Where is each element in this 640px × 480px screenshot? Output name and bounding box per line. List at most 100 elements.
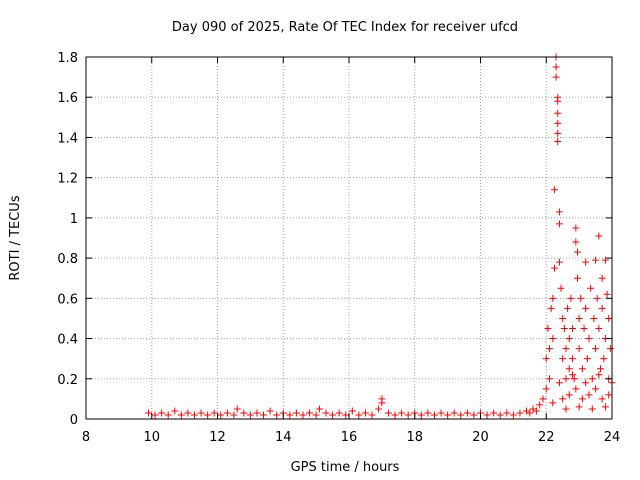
data-point xyxy=(197,409,205,417)
data-point xyxy=(565,335,573,343)
data-point xyxy=(549,399,557,407)
data-point xyxy=(342,411,350,419)
data-point xyxy=(601,403,609,411)
data-point xyxy=(546,345,554,353)
y-tick-label: 0.2 xyxy=(57,373,78,388)
data-point xyxy=(550,264,558,272)
data-point xyxy=(536,401,544,409)
data-point xyxy=(565,365,573,373)
x-tick-label: 12 xyxy=(209,430,226,445)
data-point xyxy=(582,304,590,312)
data-point xyxy=(542,385,550,393)
data-point xyxy=(273,411,281,419)
x-axis-label: GPS time / hours xyxy=(291,460,400,475)
data-point xyxy=(578,395,586,403)
data-point xyxy=(355,411,363,419)
data-point xyxy=(592,345,600,353)
data-point xyxy=(573,248,581,256)
data-point xyxy=(516,409,524,417)
data-point xyxy=(562,345,570,353)
data-point xyxy=(503,409,511,417)
y-tick-label: 1.8 xyxy=(57,51,78,66)
ticks-layer: 8 10 12 14 16 18 20 22 24 0 0.2 0.4 0.6 0.8 1 1.2 1.4 1.6… xyxy=(57,51,620,445)
data-point xyxy=(572,385,580,393)
data-point xyxy=(539,395,547,403)
data-point xyxy=(605,391,613,399)
data-point xyxy=(532,407,540,415)
data-point xyxy=(601,256,609,264)
data-point xyxy=(547,304,555,312)
data-point xyxy=(509,411,517,419)
x-tick-label: 24 xyxy=(604,430,621,445)
data-point xyxy=(496,411,504,419)
y-axis-label: ROTI / TECUs xyxy=(8,195,23,280)
data-point xyxy=(299,411,307,419)
data-point xyxy=(177,411,185,419)
data-point xyxy=(570,375,578,383)
data-point xyxy=(598,274,606,282)
data-point xyxy=(569,371,577,379)
data-point xyxy=(569,355,577,363)
data-point xyxy=(559,355,567,363)
data-point xyxy=(562,405,570,413)
data-point xyxy=(567,294,575,302)
data-point xyxy=(588,405,596,413)
data-point xyxy=(424,409,432,417)
data-point xyxy=(554,109,562,117)
data-point xyxy=(598,395,606,403)
data-point xyxy=(580,325,588,332)
data-point xyxy=(557,284,565,292)
data-point xyxy=(555,208,563,216)
data-point xyxy=(144,409,152,417)
data-point xyxy=(233,405,241,413)
data-point xyxy=(391,411,399,419)
data-point xyxy=(260,411,268,419)
data-point xyxy=(223,409,231,417)
data-point xyxy=(592,256,600,264)
data-point xyxy=(588,375,596,383)
data-point xyxy=(266,407,274,415)
data-point xyxy=(378,399,386,407)
data-point xyxy=(573,274,581,282)
data-point xyxy=(549,335,557,343)
data-point xyxy=(292,409,300,417)
data-point xyxy=(240,409,248,417)
data-point xyxy=(585,335,593,343)
data-point xyxy=(398,409,406,417)
data-point xyxy=(582,258,590,266)
data-point xyxy=(253,409,261,417)
data-point xyxy=(554,119,562,127)
data-point xyxy=(190,411,198,419)
data-point xyxy=(171,407,179,415)
y-tick-label: 0.8 xyxy=(57,252,78,267)
data-point xyxy=(246,411,254,419)
data-point xyxy=(595,371,603,379)
data-point xyxy=(605,314,613,322)
y-tick-label: 1.4 xyxy=(57,131,78,146)
data-point xyxy=(437,409,445,417)
data-point xyxy=(217,411,225,419)
points-layer xyxy=(144,53,616,419)
data-point xyxy=(375,405,383,413)
data-point xyxy=(546,375,554,383)
data-point xyxy=(204,411,212,419)
y-tick-label: 1.2 xyxy=(57,172,78,187)
data-point xyxy=(430,411,438,419)
data-point xyxy=(555,220,563,228)
data-point xyxy=(596,365,604,373)
x-tick-label: 10 xyxy=(143,430,160,445)
data-point xyxy=(444,411,452,419)
data-point xyxy=(286,411,294,419)
data-point xyxy=(587,284,595,292)
data-point xyxy=(564,304,572,312)
data-point xyxy=(603,290,611,298)
x-tick-label: 16 xyxy=(341,430,358,445)
data-point xyxy=(595,232,603,240)
data-point xyxy=(572,238,580,246)
data-point xyxy=(329,411,337,419)
y-tick-label: 0.6 xyxy=(57,292,78,307)
data-point xyxy=(315,405,323,413)
data-point xyxy=(592,385,600,393)
chart-title: Day 090 of 2025, Rate Of TEC Index for r… xyxy=(172,20,518,35)
